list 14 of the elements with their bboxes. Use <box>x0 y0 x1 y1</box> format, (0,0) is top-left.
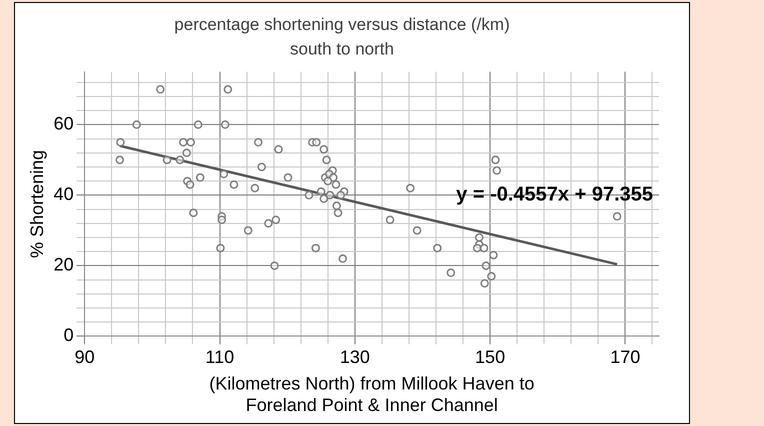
x-tick-label: 90 <box>74 346 95 367</box>
x-axis-title: (Kilometres North) from Millook Haven to Foreland Point & Inner Channel <box>209 374 534 416</box>
y-tick-label: 0 <box>64 325 74 346</box>
y-tick-label: 40 <box>54 184 74 204</box>
x-tick-label: 170 <box>610 346 640 367</box>
chart-subtitle: south to north <box>290 39 394 58</box>
x-tick-label: 150 <box>475 346 506 367</box>
y-tick-label: 60 <box>54 114 74 134</box>
x-tick-label: 110 <box>205 346 234 367</box>
chart-title: percentage shortening versus distance (/km) <box>174 14 510 34</box>
y-axis-title: % Shortening <box>26 150 47 258</box>
x-tick-label: 130 <box>340 346 370 367</box>
y-tick-label: 20 <box>54 254 74 275</box>
annotation: y = -0.4557x + 97.355 <box>456 183 653 206</box>
